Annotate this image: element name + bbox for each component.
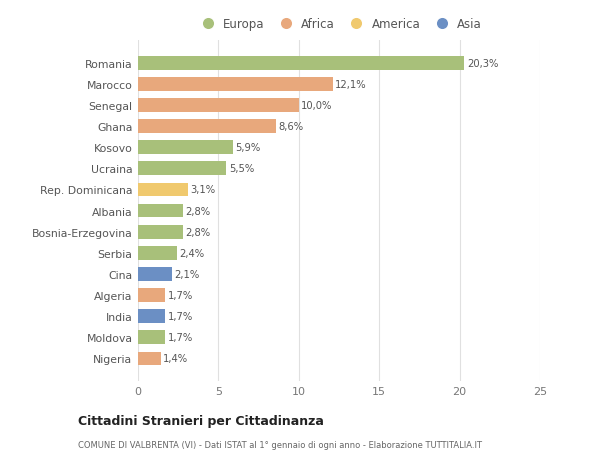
Bar <box>138 246 176 260</box>
Bar <box>138 162 226 176</box>
Bar <box>138 225 183 239</box>
Bar <box>138 120 276 134</box>
Bar <box>138 99 299 112</box>
Text: 1,7%: 1,7% <box>168 333 193 342</box>
Text: 2,8%: 2,8% <box>185 206 211 216</box>
Bar <box>138 331 166 344</box>
Text: 1,4%: 1,4% <box>163 354 188 364</box>
Text: 2,8%: 2,8% <box>185 227 211 237</box>
Legend: Europa, Africa, America, Asia: Europa, Africa, America, Asia <box>191 13 487 36</box>
Text: 1,7%: 1,7% <box>168 312 193 321</box>
Bar <box>138 57 464 70</box>
Bar <box>138 78 332 91</box>
Text: 12,1%: 12,1% <box>335 80 367 90</box>
Bar <box>138 204 183 218</box>
Bar <box>138 352 161 365</box>
Text: 2,1%: 2,1% <box>174 269 199 280</box>
Text: 8,6%: 8,6% <box>279 122 304 132</box>
Text: COMUNE DI VALBRENTA (VI) - Dati ISTAT al 1° gennaio di ogni anno - Elaborazione : COMUNE DI VALBRENTA (VI) - Dati ISTAT al… <box>78 441 482 449</box>
Bar <box>138 141 233 155</box>
Text: 2,4%: 2,4% <box>179 248 204 258</box>
Bar <box>138 183 188 197</box>
Bar <box>138 289 166 302</box>
Text: 1,7%: 1,7% <box>168 291 193 301</box>
Text: 10,0%: 10,0% <box>301 101 332 111</box>
Text: 20,3%: 20,3% <box>467 59 498 68</box>
Text: 5,9%: 5,9% <box>235 143 260 153</box>
Text: 3,1%: 3,1% <box>190 185 215 195</box>
Bar <box>138 268 172 281</box>
Text: 5,5%: 5,5% <box>229 164 254 174</box>
Text: Cittadini Stranieri per Cittadinanza: Cittadini Stranieri per Cittadinanza <box>78 414 324 428</box>
Bar <box>138 310 166 324</box>
